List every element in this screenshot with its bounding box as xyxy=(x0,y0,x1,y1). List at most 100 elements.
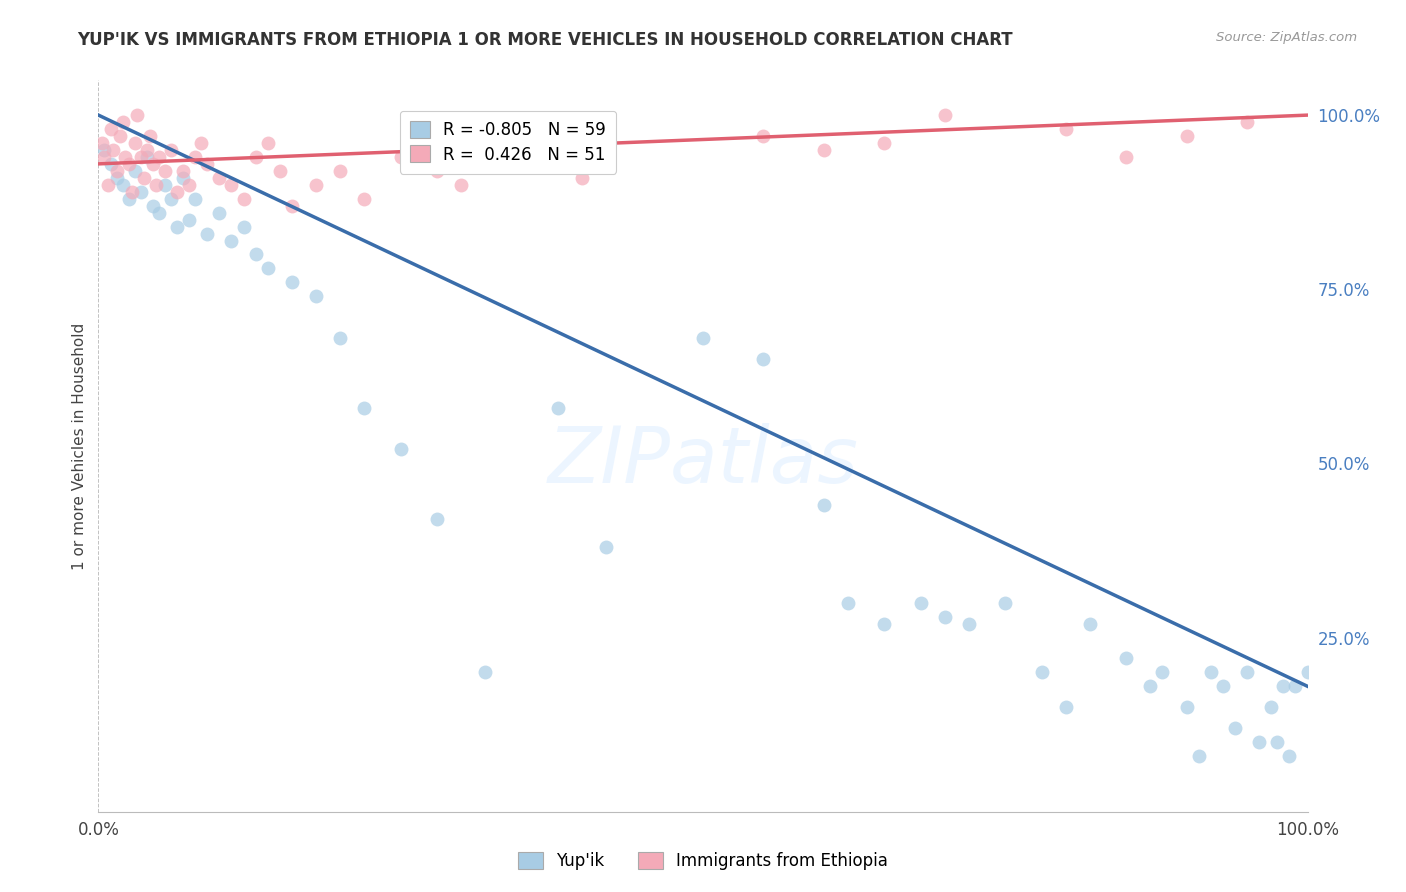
Point xyxy=(256,136,278,150)
Point xyxy=(305,289,328,303)
Point xyxy=(134,170,156,185)
Text: YUP'IK VS IMMIGRANTS FROM ETHIOPIA 1 OR MORE VEHICLES IN HOUSEHOLD CORRELATION C: YUP'IK VS IMMIGRANTS FROM ETHIOPIA 1 OR … xyxy=(77,31,1012,49)
Point xyxy=(1115,150,1137,164)
Point xyxy=(245,247,267,261)
Point xyxy=(1236,115,1258,129)
Point xyxy=(1115,651,1137,665)
Point xyxy=(135,143,157,157)
Point xyxy=(1267,735,1289,749)
Point xyxy=(184,192,207,206)
Point xyxy=(1296,665,1319,680)
Point xyxy=(160,192,183,206)
Point xyxy=(1139,679,1161,693)
Point xyxy=(195,227,218,241)
Point xyxy=(474,665,496,680)
Point xyxy=(329,164,352,178)
Point xyxy=(389,442,412,457)
Point xyxy=(1260,700,1282,714)
Point xyxy=(813,498,835,512)
Point xyxy=(281,275,304,289)
Point xyxy=(142,157,165,171)
Legend: Yup'ik, Immigrants from Ethiopia: Yup'ik, Immigrants from Ethiopia xyxy=(512,845,894,877)
Point xyxy=(547,401,569,415)
Point xyxy=(129,150,152,164)
Point xyxy=(595,540,617,554)
Point xyxy=(172,164,194,178)
Point xyxy=(1223,721,1246,735)
Point xyxy=(837,596,859,610)
Point xyxy=(813,143,835,157)
Point xyxy=(111,115,134,129)
Point xyxy=(100,122,122,136)
Point xyxy=(172,170,194,185)
Point xyxy=(426,164,449,178)
Point xyxy=(135,150,157,164)
Point xyxy=(221,234,243,248)
Point xyxy=(160,143,183,157)
Point xyxy=(1031,665,1053,680)
Point xyxy=(221,178,243,192)
Text: ZIPatlas: ZIPatlas xyxy=(547,423,859,499)
Point xyxy=(994,596,1017,610)
Point xyxy=(752,128,775,143)
Point xyxy=(93,143,115,157)
Point xyxy=(256,261,278,276)
Point xyxy=(179,178,201,192)
Point xyxy=(101,143,124,157)
Point xyxy=(692,331,714,345)
Point xyxy=(127,108,149,122)
Point xyxy=(195,157,218,171)
Point xyxy=(108,128,131,143)
Point xyxy=(114,150,136,164)
Point xyxy=(1175,700,1198,714)
Point xyxy=(450,178,472,192)
Point xyxy=(190,136,212,150)
Point xyxy=(208,205,231,219)
Point xyxy=(1236,665,1258,680)
Point xyxy=(305,178,328,192)
Point xyxy=(426,512,449,526)
Point xyxy=(111,178,134,192)
Point xyxy=(1249,735,1271,749)
Point xyxy=(1278,749,1301,764)
Legend: R = -0.805   N = 59, R =  0.426   N = 51: R = -0.805 N = 59, R = 0.426 N = 51 xyxy=(399,111,616,174)
Point xyxy=(1199,665,1222,680)
Point xyxy=(208,170,231,185)
Point xyxy=(1175,128,1198,143)
Point xyxy=(153,178,176,192)
Point xyxy=(105,164,128,178)
Point xyxy=(121,185,143,199)
Point xyxy=(389,150,412,164)
Point xyxy=(934,609,956,624)
Point xyxy=(510,150,533,164)
Point xyxy=(1188,749,1211,764)
Point xyxy=(153,164,176,178)
Point xyxy=(329,331,352,345)
Point xyxy=(184,150,207,164)
Point xyxy=(571,170,593,185)
Point xyxy=(910,596,932,610)
Point xyxy=(118,157,141,171)
Point xyxy=(139,128,162,143)
Point xyxy=(281,199,304,213)
Point xyxy=(129,185,152,199)
Point xyxy=(179,212,201,227)
Point xyxy=(148,150,170,164)
Point xyxy=(1054,122,1077,136)
Point xyxy=(1212,679,1234,693)
Point xyxy=(934,108,956,122)
Point xyxy=(93,150,115,164)
Point xyxy=(124,164,146,178)
Text: Source: ZipAtlas.com: Source: ZipAtlas.com xyxy=(1216,31,1357,45)
Point xyxy=(353,401,375,415)
Point xyxy=(166,185,188,199)
Point xyxy=(145,178,167,192)
Point xyxy=(1054,700,1077,714)
Point xyxy=(957,616,980,631)
Point xyxy=(232,219,254,234)
Point xyxy=(353,192,375,206)
Point xyxy=(148,205,170,219)
Point xyxy=(1152,665,1174,680)
Point xyxy=(142,199,165,213)
Point xyxy=(91,136,114,150)
